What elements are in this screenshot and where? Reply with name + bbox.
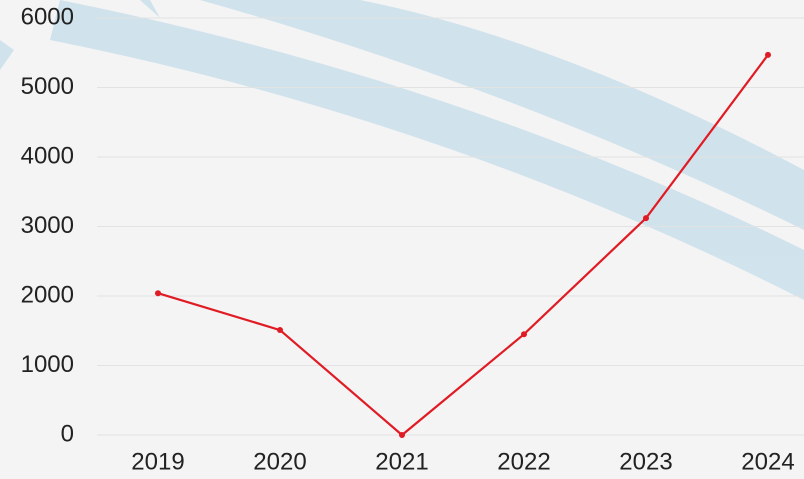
point: [765, 51, 771, 58]
y-tick-label: 1000: [21, 351, 74, 378]
x-tick-label: 2022: [497, 448, 550, 475]
point: [155, 290, 161, 297]
y-tick-label: 3000: [21, 212, 74, 239]
x-tick-label: 2019: [131, 448, 184, 475]
x-tick-label: 2023: [619, 448, 672, 475]
y-tick-label: 2000: [21, 281, 74, 308]
y-tick-label: 0: [61, 420, 74, 447]
swoosh: [50, 0, 804, 300]
point: [277, 327, 283, 334]
plot: 0 1000 2000 3000 4000 5000 6000 2019 2020 2021 202…: [21, 3, 804, 475]
y-tick-label: 6000: [21, 3, 74, 30]
decoration: [0, 0, 804, 300]
swoosh: [200, 0, 804, 230]
point: [399, 432, 405, 438]
point: [643, 215, 649, 222]
x-tick-label: 2021: [375, 448, 428, 475]
x-tick-label: 2024: [741, 448, 794, 475]
line: [157, 54, 769, 437]
swoosh: [140, 0, 160, 18]
point: [521, 331, 527, 338]
swoosh: [0, 40, 14, 70]
y-tick-label: 4000: [21, 142, 74, 169]
y-tick-label: 5000: [21, 73, 74, 100]
x-tick-label: 2020: [253, 448, 306, 475]
